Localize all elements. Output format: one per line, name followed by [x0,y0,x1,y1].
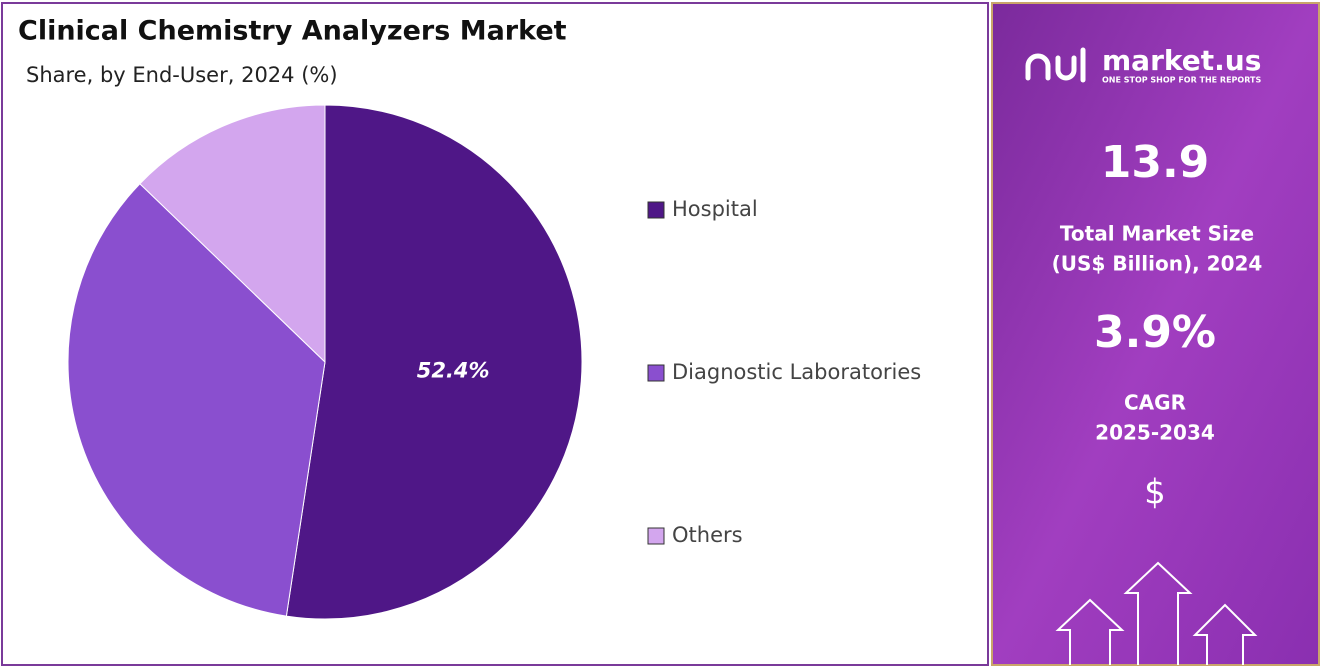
legend-label: Others [672,523,743,547]
legend-swatch [647,201,665,219]
chart-subtitle: Share, by End-User, 2024 (%) [26,63,338,87]
cagr-period: 2025-2034 [1095,421,1215,445]
currency-icon: $ [1144,473,1166,513]
pie: 52.4% [67,104,583,620]
market-size-label: Total Market Size [1060,222,1254,246]
brand-logo [1025,47,1086,83]
legend-swatch [647,527,665,545]
legend-label: Hospital [672,197,758,221]
cagr-label: CAGR [1124,391,1186,415]
legend: Hospital Diagnostic Laboratories Others [647,197,921,547]
cagr-value: 3.9% [1094,307,1216,358]
chart-title: Clinical Chemistry Analyzers Market [18,16,567,47]
brand-tagline: ONE STOP SHOP FOR THE REPORTS [1102,76,1261,85]
brand-name: market.us [1102,44,1261,77]
data-label: 52.4% [417,359,490,383]
growth-arrows [1055,561,1258,665]
legend-label: Diagnostic Laboratories [672,360,921,384]
market-size-label: (US$ Billion), 2024 [1052,252,1263,276]
market-size: 13.9 [1101,137,1210,188]
info-panel [991,2,1320,666]
pie-slice [139,104,326,364]
legend-swatch [647,364,665,382]
pie-slice [285,104,583,620]
pie-slice [67,183,326,617]
